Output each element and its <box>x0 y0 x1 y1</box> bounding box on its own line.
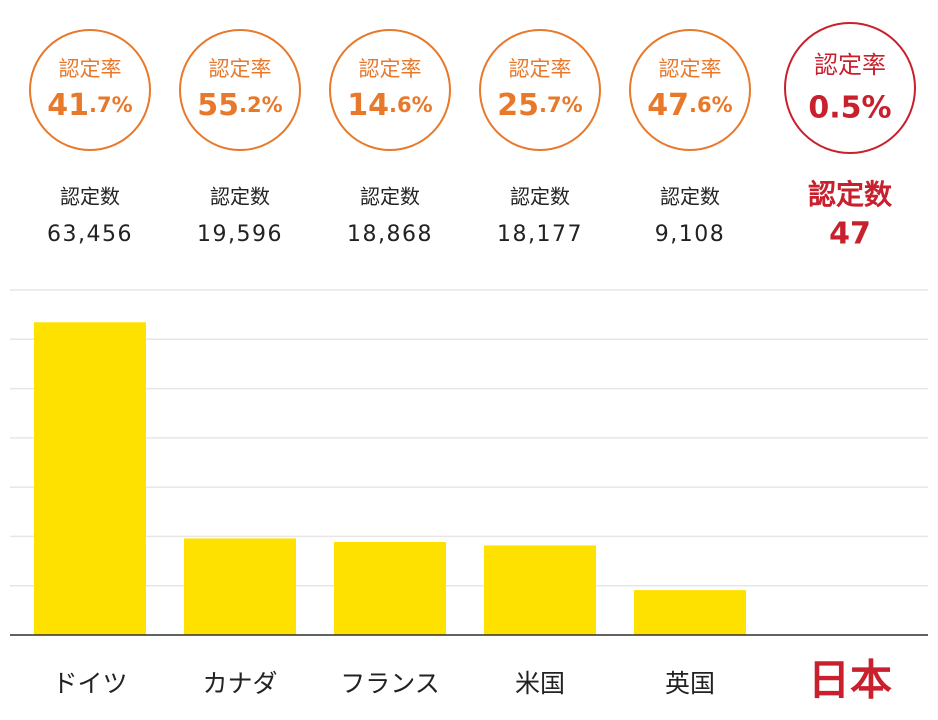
count-caption: 認定数 <box>210 185 270 209</box>
rate-value: 25.7% <box>497 88 582 123</box>
x-tick-label: フランス <box>340 669 440 698</box>
count-value: 47 <box>829 217 871 252</box>
count-caption: 認定数 <box>60 185 120 209</box>
count-value: 18,177 <box>497 222 583 247</box>
x-tick-label: 米国 <box>515 669 565 698</box>
rate-caption: 認定率 <box>509 57 572 81</box>
x-tick-label: ドイツ <box>52 669 127 698</box>
rate-value: 47.6% <box>647 88 732 123</box>
count-caption: 認定数 <box>360 185 420 209</box>
rate-value: 14.6% <box>347 88 432 123</box>
rate-caption: 認定率 <box>359 57 422 81</box>
x-tick-label: 英国 <box>665 669 715 698</box>
rate-caption: 認定率 <box>59 57 122 81</box>
count-value: 9,108 <box>655 222 725 247</box>
x-tick-label: 日本 <box>808 656 892 705</box>
bar <box>334 542 446 635</box>
rate-caption: 認定率 <box>814 51 886 79</box>
bar <box>34 322 146 635</box>
rate-caption: 認定率 <box>209 57 272 81</box>
count-caption: 認定数 <box>660 185 720 209</box>
rate-circle <box>784 22 916 154</box>
count-caption: 認定数 <box>510 185 570 209</box>
count-value: 19,596 <box>197 222 283 247</box>
rate-circle <box>629 29 751 151</box>
x-tick-label: カナダ <box>202 669 277 698</box>
bar <box>184 538 296 635</box>
rate-circle <box>329 29 451 151</box>
rate-value: 55.2% <box>197 88 282 123</box>
bar <box>634 590 746 635</box>
rate-circle <box>179 29 301 151</box>
rate-value: 0.5% <box>808 91 891 126</box>
count-value: 63,456 <box>47 222 133 247</box>
count-caption: 認定数 <box>808 178 893 211</box>
rate-circle <box>479 29 601 151</box>
count-value: 18,868 <box>347 222 433 247</box>
rate-value: 41.7% <box>47 88 132 123</box>
bar <box>484 545 596 635</box>
rate-circle <box>29 29 151 151</box>
rate-caption: 認定率 <box>659 57 722 81</box>
